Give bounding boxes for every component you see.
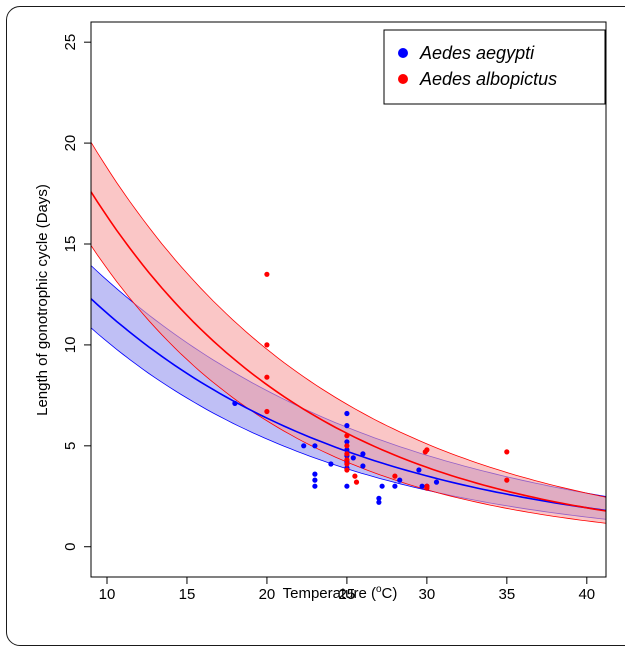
data-point-aegypti <box>312 477 318 483</box>
legend-label-albopictus: Aedes albopictus <box>419 69 557 89</box>
y-tick-label: 10 <box>62 337 79 354</box>
data-point-albopictus <box>264 408 270 415</box>
data-point-aegypti <box>419 483 425 489</box>
data-point-aegypti <box>360 463 366 469</box>
data-point-aegypti <box>392 483 398 489</box>
x-tick-label: 35 <box>498 586 515 602</box>
data-point-albopictus <box>344 457 350 463</box>
data-point-albopictus <box>344 461 350 467</box>
data-point-aegypti <box>344 423 350 429</box>
legend-box <box>383 29 606 105</box>
data-point-aegypti <box>376 499 382 505</box>
data-point-albopictus <box>264 374 270 380</box>
data-points <box>232 271 510 505</box>
legend-marker-albopictus <box>398 74 408 84</box>
data-point-aegypti <box>344 483 350 489</box>
x-tick-label: 15 <box>179 586 196 602</box>
data-point-aegypti <box>376 495 382 501</box>
data-point-albopictus <box>344 467 350 473</box>
x-tick-label: 40 <box>578 586 595 602</box>
legend-marker-aegypti <box>398 48 408 58</box>
data-point-aegypti <box>328 461 334 467</box>
data-point-albopictus <box>264 271 270 277</box>
y-tick-label: 0 <box>62 543 79 551</box>
data-point-aegypti <box>360 451 366 457</box>
x-axis: 10 15 20 25 30 35 40 <box>99 577 595 602</box>
data-point-aegypti <box>350 455 356 461</box>
x-tick-label: 20 <box>259 586 276 602</box>
y-axis-label: Length of gonotrophic cycle (Days) <box>34 184 51 416</box>
data-point-albopictus <box>352 473 358 479</box>
x-tick-label: 25 <box>339 586 356 602</box>
y-tick-label: 25 <box>62 34 79 51</box>
chart-svg: 10 15 20 25 30 35 40 0 5 10 15 20 25 Temperature (o… <box>34 21 607 602</box>
data-point-aegypti <box>379 483 385 489</box>
data-point-aegypti <box>397 477 403 483</box>
y-tick-label: 5 <box>62 442 79 450</box>
data-point-aegypti <box>301 443 307 449</box>
data-point-aegypti <box>344 439 350 445</box>
data-point-aegypti <box>312 483 318 489</box>
x-tick-label: 30 <box>419 586 436 602</box>
data-point-aegypti <box>312 471 318 477</box>
data-point-albopictus <box>504 449 510 455</box>
data-point-aegypti <box>232 400 238 406</box>
legend: Aedes aegypti Aedes albopictus <box>383 29 606 105</box>
data-point-albopictus <box>424 447 430 453</box>
data-point-albopictus <box>353 479 360 485</box>
data-point-aegypti <box>416 467 422 473</box>
legend-label-aegypti: Aedes aegypti <box>419 43 535 63</box>
data-point-aegypti <box>344 447 350 453</box>
data-point-albopictus <box>392 473 398 479</box>
y-tick-label: 15 <box>62 236 79 253</box>
data-point-albopictus <box>504 477 510 483</box>
data-point-aegypti <box>433 479 440 485</box>
data-point-albopictus <box>344 443 350 449</box>
y-axis: 0 5 10 15 20 25 <box>62 34 91 551</box>
plot-box <box>90 21 607 578</box>
data-point-albopictus <box>344 451 350 457</box>
data-point-albopictus <box>344 433 350 439</box>
x-axis-label: Temperature (oC) <box>283 584 398 602</box>
data-point-albopictus <box>264 342 270 348</box>
y-tick-label: 20 <box>62 135 79 152</box>
data-point-albopictus <box>424 485 430 491</box>
x-tick-label: 10 <box>99 586 116 602</box>
data-point-aegypti <box>312 443 318 449</box>
data-point-aegypti <box>344 410 350 417</box>
